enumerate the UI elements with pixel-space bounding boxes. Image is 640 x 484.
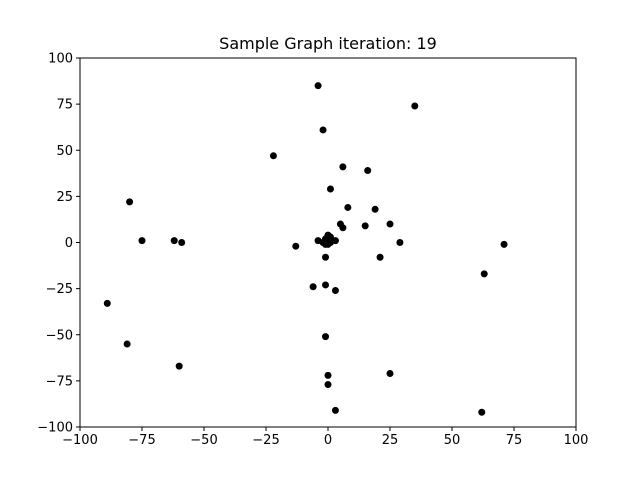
data-point: [175, 362, 183, 370]
data-point: [331, 237, 339, 245]
y-tick-label: −100: [37, 421, 73, 436]
data-point: [331, 286, 339, 294]
x-tick-label: 0: [324, 433, 332, 448]
x-tick-label: −75: [128, 433, 155, 448]
x-tick-label: −100: [62, 433, 98, 448]
data-point: [326, 185, 334, 193]
data-point: [339, 224, 347, 232]
data-point: [324, 240, 332, 248]
y-axis: −100 −75 −50 −25 0 25 50 75 100: [37, 52, 80, 436]
data-point: [170, 237, 178, 245]
data-point: [361, 222, 369, 230]
x-tick-label: −50: [190, 433, 217, 448]
data-point: [500, 240, 508, 248]
data-point: [344, 203, 352, 211]
data-point: [123, 340, 131, 348]
data-point: [314, 82, 322, 90]
data-point: [324, 381, 332, 389]
data-point: [103, 299, 111, 307]
x-tick-label: 50: [444, 433, 461, 448]
data-point: [386, 370, 394, 377]
data-point: [371, 205, 379, 213]
data-point: [309, 283, 317, 291]
x-tick-label: 25: [382, 433, 399, 448]
data-point: [269, 152, 277, 160]
data-point: [376, 253, 384, 261]
data-point: [126, 198, 134, 206]
y-tick-label: 75: [56, 98, 73, 113]
y-tick-label: 25: [56, 190, 73, 205]
y-tick-label: −50: [46, 328, 73, 343]
data-point: [411, 102, 419, 110]
data-point: [478, 408, 486, 416]
x-tick-label: 100: [564, 433, 589, 448]
data-point: [322, 281, 330, 289]
data-point: [480, 270, 488, 278]
points-layer: [103, 82, 508, 416]
y-tick-label: −75: [46, 374, 73, 389]
y-tick-label: 50: [56, 144, 73, 159]
data-point: [364, 167, 372, 175]
data-point: [319, 126, 327, 134]
data-point: [331, 406, 339, 414]
y-tick-label: 0: [65, 236, 73, 251]
x-tick-label: 75: [506, 433, 523, 448]
data-point: [138, 237, 146, 245]
data-point: [322, 333, 330, 341]
data-point: [396, 239, 404, 246]
data-point: [178, 239, 186, 246]
data-point: [292, 242, 300, 250]
y-tick-label: 100: [48, 52, 73, 67]
data-point: [324, 371, 332, 379]
data-point: [322, 253, 330, 261]
data-point: [386, 220, 394, 228]
y-tick-label: −25: [46, 282, 73, 297]
chart-title: Sample Graph iteration: 19: [219, 34, 437, 53]
data-point: [339, 163, 347, 171]
x-tick-label: −25: [252, 433, 279, 448]
x-axis: −100 −75 −50 −25 0 25 50 75 100: [62, 427, 588, 448]
